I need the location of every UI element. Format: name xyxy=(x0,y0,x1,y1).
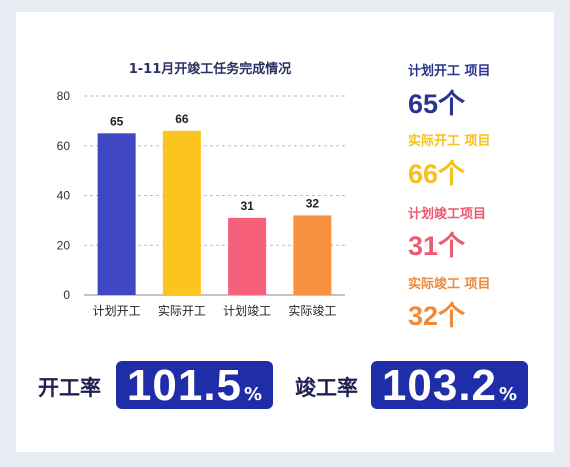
y-tick-label: 40 xyxy=(57,189,71,203)
x-tick-label: 实际开工 xyxy=(158,303,206,318)
data-label: 66 xyxy=(175,112,189,126)
bar xyxy=(97,133,136,295)
stat-value-actual-finish: 32个 xyxy=(408,294,465,333)
y-tick-label: 0 xyxy=(63,288,70,302)
stat-value-planned-finish: 31个 xyxy=(408,224,465,263)
stat-number: 65 xyxy=(408,89,439,119)
stat-label-actual-start: 实际开工 项目 xyxy=(408,134,491,149)
stat-number: 66 xyxy=(408,159,439,189)
data-label: 32 xyxy=(306,196,320,210)
stat-value-actual-start: 66个 xyxy=(408,152,465,191)
finish-rate-box: 103.2% xyxy=(371,361,528,409)
start-rate-box: 101.5% xyxy=(116,361,273,409)
x-tick-label: 实际竣工 xyxy=(288,303,336,318)
stat-unit: 个 xyxy=(438,301,466,332)
stat-unit: 个 xyxy=(438,231,466,262)
finish-rate-value: 103.2 xyxy=(381,361,498,410)
stat-number: 32 xyxy=(408,301,439,331)
bar xyxy=(293,215,332,295)
x-tick-label: 计划开工 xyxy=(93,304,141,318)
y-tick-label: 20 xyxy=(57,238,71,252)
y-tick-label: 80 xyxy=(57,89,71,103)
start-rate-unit: % xyxy=(244,384,263,405)
y-tick-label: 60 xyxy=(57,139,71,153)
start-rate-value: 101.5 xyxy=(126,361,243,410)
stat-unit: 个 xyxy=(438,89,466,120)
bar xyxy=(228,217,267,295)
chart-title: 1-11月开竣工任务完成情况 xyxy=(128,62,292,77)
stat-label-planned-finish: 计划竣工项目 xyxy=(408,207,487,222)
stat-label-actual-finish: 实际竣工 项目 xyxy=(408,277,491,292)
start-rate-label: 开工率 xyxy=(38,376,101,400)
bar xyxy=(162,130,201,295)
stat-unit: 个 xyxy=(438,159,466,190)
data-label: 65 xyxy=(110,114,124,128)
stat-number: 31 xyxy=(408,231,439,261)
finish-rate-label: 竣工率 xyxy=(295,376,358,400)
data-label: 31 xyxy=(240,199,254,213)
x-tick-label: 计划竣工 xyxy=(223,303,271,318)
finish-rate-unit: % xyxy=(499,384,518,405)
stat-value-planned-start: 65个 xyxy=(408,82,465,121)
stat-label-planned-start: 计划开工 项目 xyxy=(408,64,491,79)
